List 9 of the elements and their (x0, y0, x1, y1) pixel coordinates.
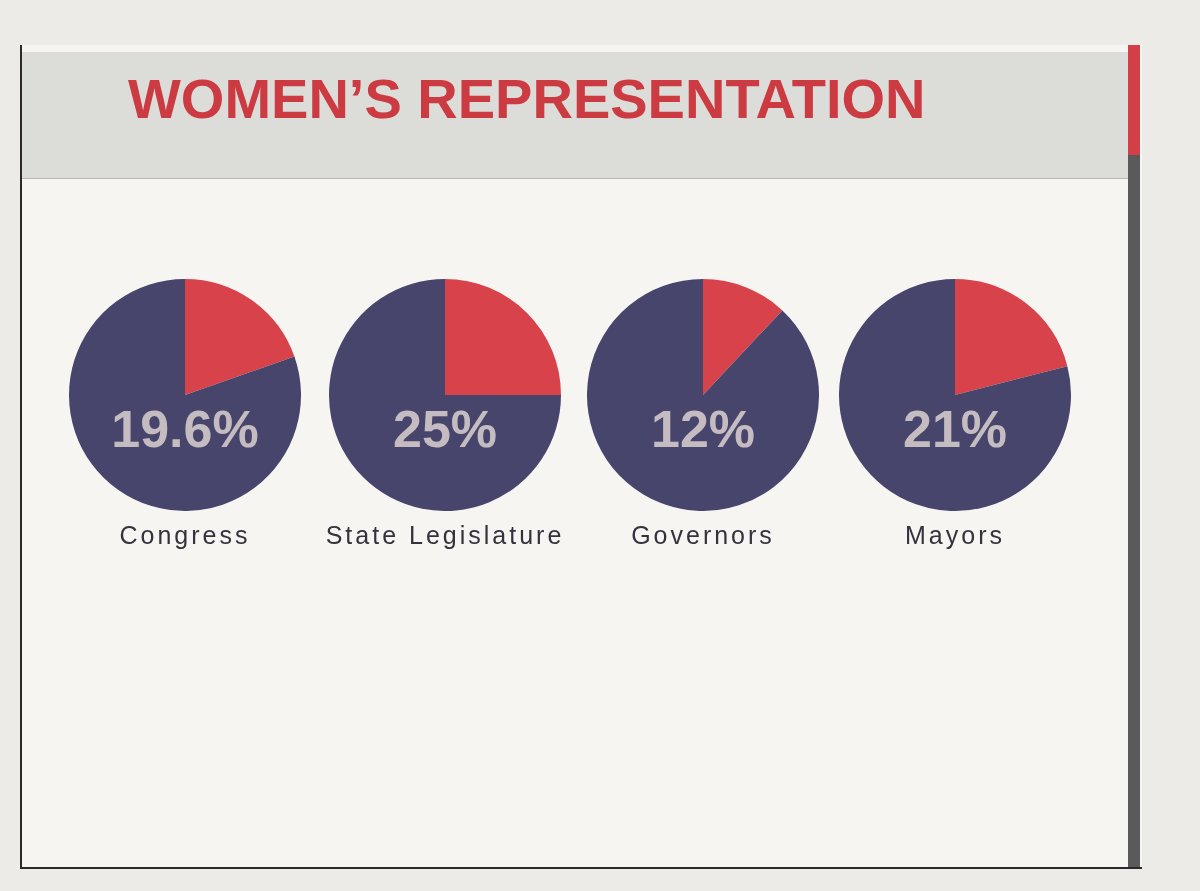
text: 25% (392, 399, 498, 458)
text: WOMEN’S REPRESENTATION (128, 66, 926, 131)
text: 12% (650, 399, 756, 458)
text: Governors (631, 521, 775, 549)
text: Congress (119, 521, 251, 549)
text: Mayors (904, 521, 1006, 550)
text: 19.6% (111, 399, 259, 458)
text: 21% (902, 399, 1008, 458)
text: State Legislature (324, 521, 566, 550)
